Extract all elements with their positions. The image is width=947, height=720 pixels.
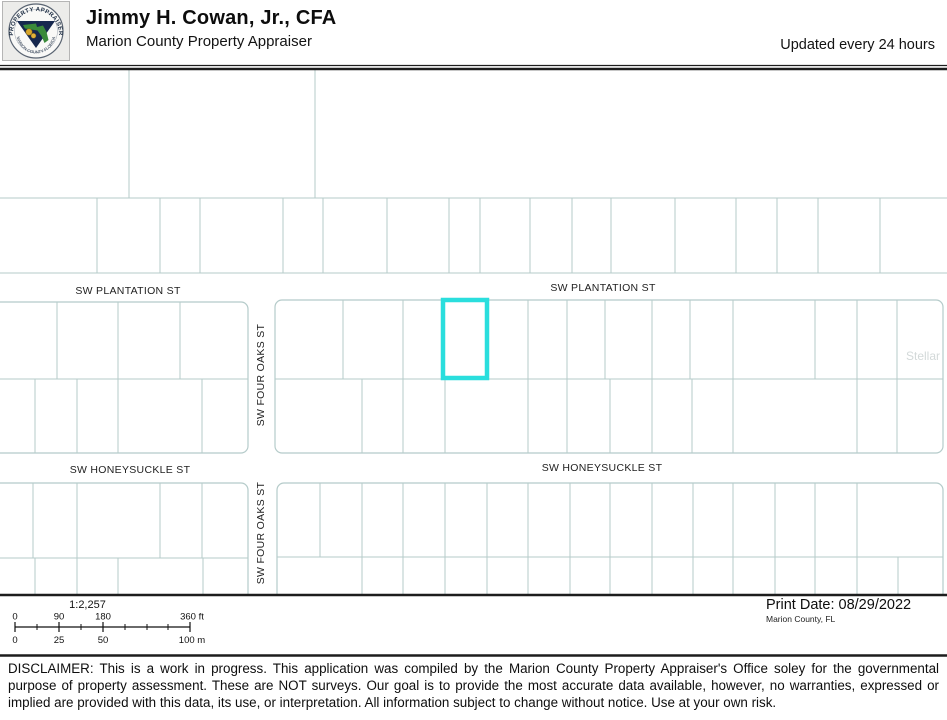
scale-meters-label: 0 <box>12 635 17 646</box>
updated-note: Updated every 24 hours <box>780 37 935 53</box>
seal-gold-emblem-small <box>30 33 37 39</box>
page-subtitle: Marion County Property Appraiser <box>86 33 312 50</box>
county-seal-logo: PROPERTY APPRAISER MARION COUNTY FLORIDA <box>2 1 70 61</box>
map-parcels <box>0 70 947 595</box>
print-date: Print Date: 08/29/2022 <box>766 597 912 613</box>
street-label: SW PLANTATION ST <box>75 285 181 297</box>
scale-feet-label: 360 ft <box>180 612 204 623</box>
street-label: SW FOUR OAKS ST <box>255 481 267 584</box>
scale-meters-label: 50 <box>98 635 109 646</box>
print-location: Marion County, FL <box>766 614 836 624</box>
scale-meters-label: 100 m <box>179 635 205 646</box>
scale-feet-label: 90 <box>54 612 65 623</box>
parcel-block-outline <box>0 301 249 454</box>
street-label: SW HONEYSUCKLE ST <box>542 462 663 474</box>
scale-feet-label: 0 <box>12 612 17 623</box>
seal-inner-ring <box>14 9 58 53</box>
street-label: SW PLANTATION ST <box>550 282 656 294</box>
disclaimer-text: DISCLAIMER: This is a work in progress. … <box>8 661 939 711</box>
print-info: Print Date: 08/29/2022 Marion County, FL <box>766 597 911 624</box>
scale-feet-label: 180 <box>95 612 111 623</box>
page-title: Jimmy H. Cowan, Jr., CFA <box>86 7 337 29</box>
parcel-block-outline <box>274 299 944 454</box>
florida-shape-icon <box>23 23 49 43</box>
street-label: SW HONEYSUCKLE ST <box>70 464 191 476</box>
seal-gold-emblem <box>25 28 33 36</box>
scale-meters-label: 25 <box>54 635 65 646</box>
scale-ratio-label: 1:2,257 <box>69 599 106 611</box>
header: PROPERTY APPRAISER MARION COUNTY FLORIDA… <box>0 0 947 65</box>
parcel-block-outline <box>0 482 249 595</box>
street-label: SW FOUR OAKS ST <box>255 323 267 426</box>
map-watermark: Stellar <box>906 349 940 363</box>
highlighted-parcel[interactable] <box>440 297 490 381</box>
scale-bar: 1:2,257 0 90 180 360 ft 0 25 50 100 m <box>12 599 205 646</box>
